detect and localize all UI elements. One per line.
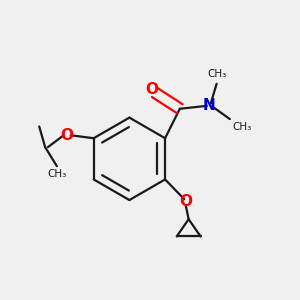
Text: O: O (61, 128, 74, 143)
Text: CH₃: CH₃ (233, 122, 252, 132)
Text: CH₃: CH₃ (207, 69, 226, 79)
Text: O: O (179, 194, 192, 209)
Text: O: O (145, 82, 158, 97)
Text: N: N (203, 98, 216, 113)
Text: CH₃: CH₃ (47, 169, 67, 179)
